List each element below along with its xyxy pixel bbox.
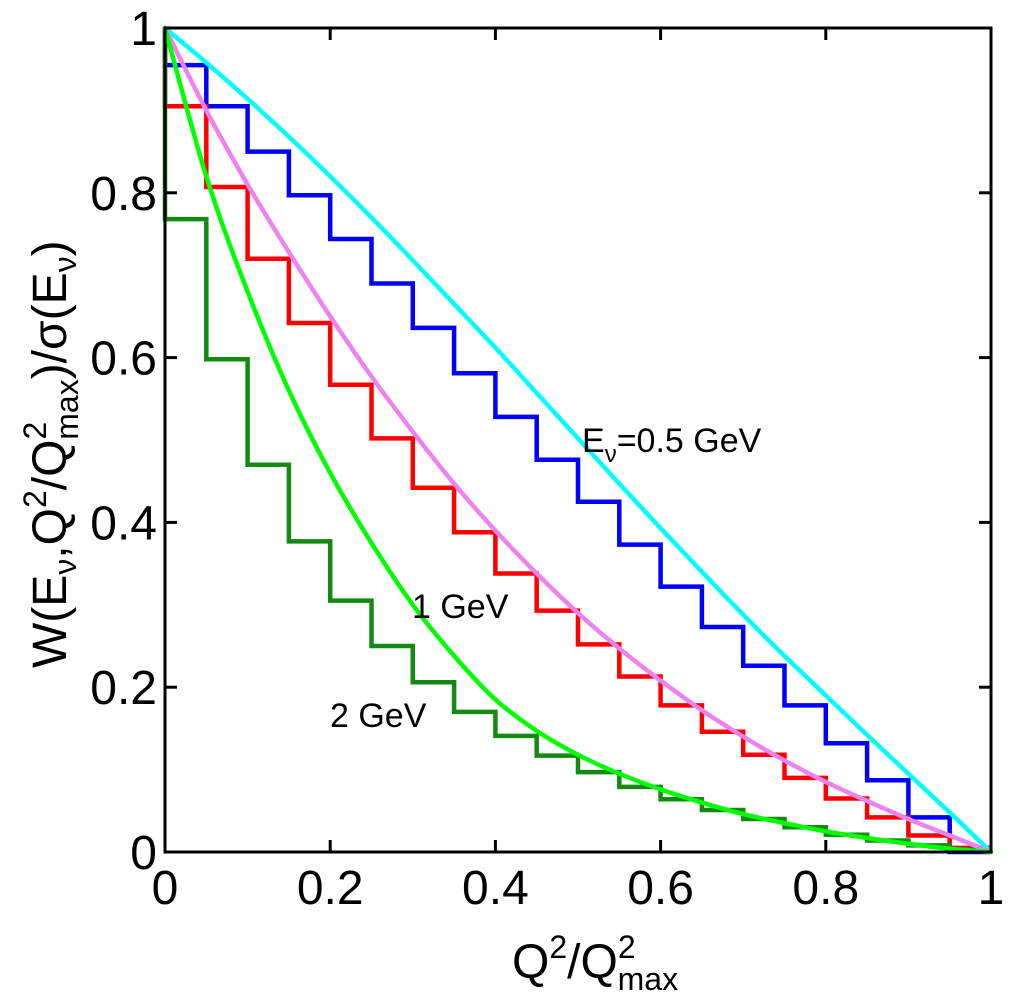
- ticks-layer: 0 0.2 0.4 0.6 0.8 1 0 0.2 0.4 0.6 0.8 1: [90, 3, 1004, 915]
- y-tick-label: 0.4: [90, 497, 157, 550]
- y-tick-label: 1: [130, 3, 157, 56]
- step-series-0: [162, 28, 991, 855]
- annotation-2-gev: 2 GeV: [330, 697, 427, 735]
- annotation-0-5-gev: Eν=0.5 GeV: [582, 422, 762, 468]
- curve-1: [162, 25, 994, 855]
- x-tick-label: 0: [152, 862, 179, 915]
- series-layer: [162, 25, 994, 855]
- x-tick-label: 0.2: [297, 862, 364, 915]
- curve-0: [162, 25, 994, 855]
- x-axis-label: Q2/Q2 max: [512, 929, 678, 997]
- annotation-1-gev: 1 GeV: [412, 588, 509, 626]
- y-axis-label: W(Eν,Q2/Q2max)/σ(Eν): [17, 240, 85, 668]
- y-tick-label: 0.6: [90, 333, 157, 386]
- y-tick-label: 0.8: [90, 168, 157, 221]
- x-tick-label: 1: [978, 862, 1005, 915]
- curve-2: [162, 25, 994, 855]
- x-tick-label: 0.6: [627, 862, 694, 915]
- y-tick-label: 0.2: [90, 662, 157, 715]
- x-tick-label: 0.4: [462, 862, 529, 915]
- x-tick-label: 0.8: [792, 862, 859, 915]
- plot-frame: [163, 26, 993, 854]
- y-tick-label: 0: [130, 827, 157, 880]
